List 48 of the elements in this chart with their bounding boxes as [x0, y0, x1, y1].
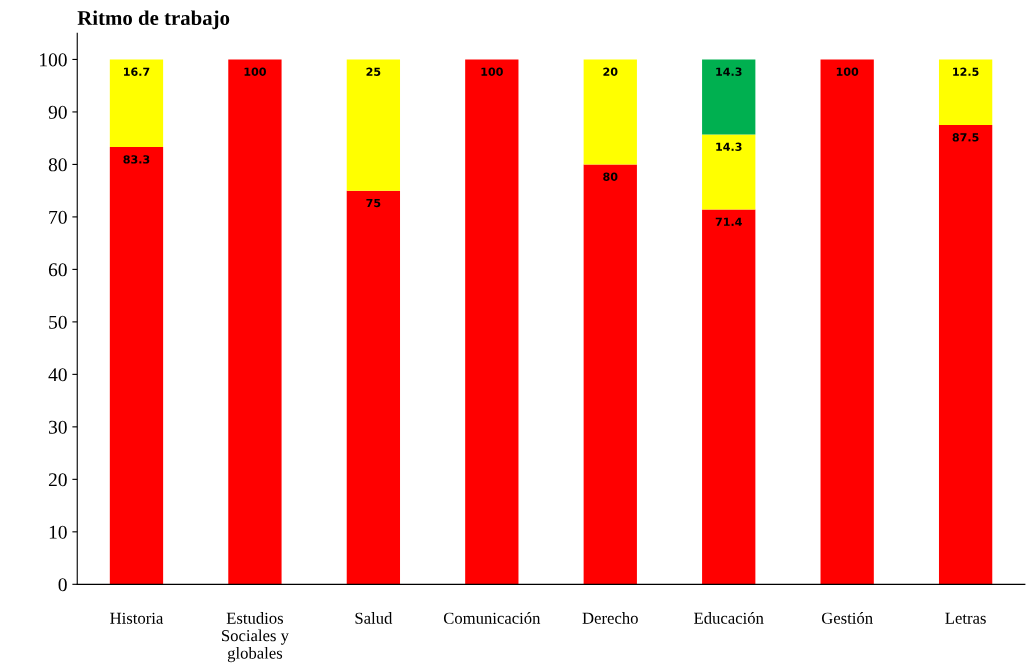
y-tick-label: 20 [48, 473, 67, 487]
bar [109, 147, 164, 585]
bar [228, 59, 282, 585]
data-label: 87.5 [952, 133, 979, 142]
x-tick-label: Gestión [821, 612, 873, 624]
y-tick-label: 80 [48, 158, 67, 172]
x-tick-label: Letras [945, 612, 986, 624]
y-tick-label: 90 [48, 105, 67, 119]
data-label: 16.7 [124, 67, 150, 76]
bar [465, 59, 519, 585]
data-label: 100 [836, 67, 859, 76]
x-tick-label: Derecho [582, 612, 638, 624]
chart-title: Ritmo de trabajo [77, 10, 230, 30]
x-tick-label: Historia [110, 612, 164, 624]
bar [702, 59, 756, 135]
bar [583, 59, 637, 165]
data-label: 25 [366, 67, 381, 76]
bar [346, 59, 401, 191]
bar [346, 190, 401, 585]
data-label: 14.3 [716, 67, 742, 76]
y-tick-label: 60 [48, 263, 67, 277]
x-tick-label: Educación [694, 612, 764, 624]
y-tick-label: 50 [49, 315, 67, 329]
data-label: 71.4 [715, 217, 742, 226]
bar [583, 164, 637, 585]
y-tick-label: 70 [49, 210, 67, 224]
x-tick-label: Estudios Sociales y globales [222, 612, 289, 663]
data-label: 14.3 [716, 142, 742, 151]
data-label: 75 [366, 198, 381, 208]
data-label: 100 [244, 67, 266, 76]
y-tick-label: 40 [48, 368, 67, 382]
data-label: 83.3 [123, 155, 150, 164]
y-tick-label: 10 [49, 525, 67, 539]
x-tick-label: Comunicación [443, 612, 541, 624]
bar [109, 59, 164, 148]
data-label: 12.5 [953, 67, 979, 76]
bar [938, 125, 993, 585]
y-tick-label: 30 [49, 420, 67, 434]
bar [702, 209, 756, 585]
y-tick-label: 0 [58, 578, 67, 592]
data-label: 100 [481, 67, 503, 76]
bar [702, 134, 756, 210]
data-label: 20 [603, 67, 618, 76]
data-label: 80 [603, 172, 618, 181]
bar [820, 59, 874, 585]
y-tick-label: 100 [40, 53, 67, 67]
bar [938, 59, 993, 126]
x-tick-label: Salud [355, 612, 393, 624]
